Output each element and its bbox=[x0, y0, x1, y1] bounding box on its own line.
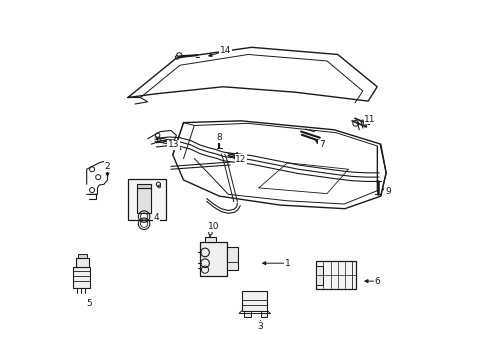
Text: 8: 8 bbox=[216, 133, 222, 142]
Bar bbox=[260, 311, 266, 317]
Text: 11: 11 bbox=[364, 114, 375, 123]
Bar bbox=[128, 179, 165, 220]
Bar bbox=[73, 267, 90, 288]
Bar bbox=[316, 266, 323, 285]
Bar bbox=[199, 242, 226, 276]
Text: 13: 13 bbox=[167, 140, 179, 149]
Text: 4: 4 bbox=[154, 213, 159, 222]
Text: 2: 2 bbox=[104, 162, 110, 171]
Text: 7: 7 bbox=[318, 140, 324, 149]
Text: 12: 12 bbox=[235, 155, 246, 164]
Text: 5: 5 bbox=[86, 299, 92, 308]
Bar bbox=[244, 311, 250, 317]
Bar bbox=[137, 184, 151, 188]
Text: 1: 1 bbox=[284, 259, 290, 268]
Bar bbox=[78, 254, 86, 258]
Bar bbox=[204, 237, 215, 242]
Bar bbox=[76, 258, 88, 267]
Bar bbox=[316, 261, 355, 289]
Text: 3: 3 bbox=[257, 322, 263, 331]
Bar bbox=[241, 291, 267, 311]
Circle shape bbox=[208, 231, 212, 235]
Text: 9: 9 bbox=[384, 187, 390, 196]
Bar bbox=[226, 247, 238, 270]
Text: 10: 10 bbox=[208, 222, 219, 231]
Text: 6: 6 bbox=[373, 276, 379, 285]
Text: 14: 14 bbox=[220, 46, 231, 55]
Bar bbox=[137, 188, 151, 213]
